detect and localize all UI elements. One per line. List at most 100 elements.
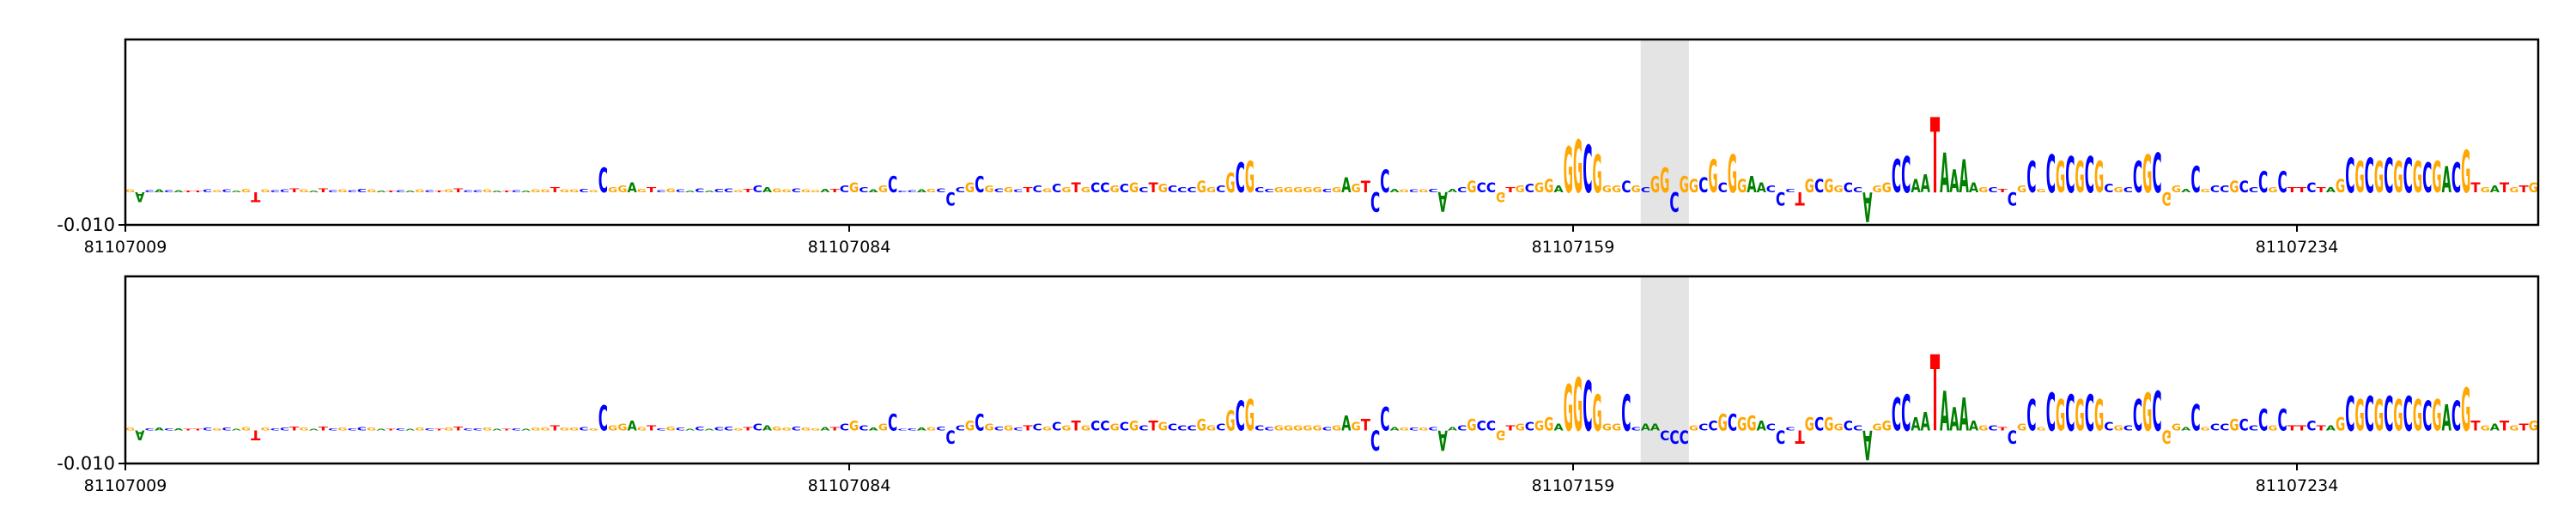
logo-letter: C bbox=[1255, 424, 1264, 432]
logo-letter: T bbox=[550, 425, 560, 433]
logo-letter: T bbox=[453, 187, 464, 194]
logo-letter: C bbox=[1708, 418, 1717, 433]
logo-letter: C bbox=[2258, 403, 2268, 438]
logo-letter: A bbox=[1921, 409, 1930, 437]
logo-letter: C bbox=[1728, 410, 1737, 437]
logo-letter: G bbox=[1534, 419, 1544, 434]
logo-letter: A bbox=[917, 189, 927, 193]
logo-letter: A bbox=[820, 427, 830, 432]
logo-letter: G bbox=[1496, 189, 1505, 204]
logo-letter: T bbox=[2470, 179, 2480, 196]
logo-letter: C bbox=[1477, 418, 1486, 433]
logo-letter: G bbox=[1882, 419, 1892, 434]
logo-letter: C bbox=[1892, 390, 1901, 442]
logo-letter: A bbox=[1641, 421, 1650, 432]
x-tick-label: 81107159 bbox=[1532, 238, 1615, 257]
logo-letter: G bbox=[2094, 152, 2104, 203]
logo-letter: G bbox=[444, 189, 453, 193]
logo-letter: G bbox=[1061, 424, 1071, 432]
logo-letter: A bbox=[232, 428, 243, 431]
logo-letter: G bbox=[2529, 180, 2538, 196]
logo-letter: G bbox=[2354, 391, 2364, 441]
logo-letter: A bbox=[521, 191, 532, 193]
logo-letter: C bbox=[579, 426, 588, 431]
logo-letter: G bbox=[1728, 145, 1737, 205]
logo-letter: C bbox=[975, 173, 984, 199]
logo-letter: G bbox=[1805, 177, 1814, 197]
logo-letter: G bbox=[1061, 186, 1071, 194]
logo-letter: G bbox=[1872, 184, 1881, 194]
logo-letter: A bbox=[2442, 398, 2451, 439]
logo-letter: G bbox=[2413, 152, 2422, 203]
logo-letter: C bbox=[1814, 415, 1824, 435]
logo-letter: C bbox=[1901, 146, 1911, 203]
logo-letter: G bbox=[2268, 424, 2277, 432]
logo-letter: A bbox=[1650, 421, 1660, 432]
logo-letter: C bbox=[1766, 185, 1776, 195]
logo-letter: C bbox=[714, 188, 724, 193]
logo-letter: T bbox=[1023, 186, 1032, 194]
logo-letter: T bbox=[183, 190, 192, 192]
logo-letter: G bbox=[1274, 186, 1284, 194]
logo-letter: A bbox=[1554, 184, 1564, 194]
logo-letter: A bbox=[405, 191, 416, 193]
logo-letter: G bbox=[1496, 427, 1505, 442]
logo-letter: C bbox=[2384, 148, 2393, 203]
logo-letter: C bbox=[280, 427, 289, 432]
logo-letter: G bbox=[733, 190, 743, 192]
logo-letter: A bbox=[1448, 427, 1458, 432]
logo-letter: G bbox=[1303, 424, 1312, 432]
logo-letter: C bbox=[1844, 418, 1853, 433]
logo-letter: A bbox=[135, 427, 144, 443]
logo-letter: T bbox=[2470, 418, 2480, 434]
logo-letter: G bbox=[965, 419, 975, 434]
logo-letter: A bbox=[685, 428, 696, 431]
logo-letter: C bbox=[424, 190, 434, 193]
logo-letter: C bbox=[1380, 401, 1389, 438]
logo-letter: A bbox=[868, 427, 878, 431]
logo-letter: T bbox=[1148, 179, 1157, 196]
logo-letter: A bbox=[2181, 427, 2191, 432]
logo-letter: C bbox=[2451, 155, 2461, 203]
logo-letter: C bbox=[1322, 188, 1332, 193]
logo-letter: G bbox=[1516, 422, 1525, 433]
logo-letter: G bbox=[1978, 186, 1988, 194]
logo-letter: C bbox=[1409, 189, 1419, 193]
logo-letter: G bbox=[1824, 414, 1833, 435]
logo-letter: A bbox=[2326, 185, 2336, 193]
logo-letter: G bbox=[1419, 427, 1428, 432]
logo-letter: T bbox=[1072, 418, 1081, 434]
logo-letter: G bbox=[1197, 415, 1206, 434]
logo-letter: G bbox=[2075, 152, 2084, 203]
logo-letter: C bbox=[840, 185, 849, 195]
logo-letter: C bbox=[2422, 155, 2432, 203]
logo-letter: C bbox=[945, 187, 955, 208]
logo-letter: G bbox=[1467, 415, 1476, 434]
logo-letter: G bbox=[2172, 422, 2181, 433]
logo-letter: G bbox=[2268, 186, 2277, 194]
logo-letter: G bbox=[1824, 177, 1833, 197]
logo-letter: T bbox=[1930, 97, 1940, 217]
logo-letter: C bbox=[222, 189, 231, 193]
logo-letter: C bbox=[2152, 379, 2161, 443]
logo-letter: G bbox=[1631, 184, 1640, 194]
logo-letter: C bbox=[348, 190, 357, 193]
logo-letter: C bbox=[859, 186, 868, 194]
logo-letter: T bbox=[193, 190, 203, 192]
logo-letter: G bbox=[1564, 135, 1573, 208]
logo-letter: G bbox=[1602, 184, 1612, 194]
logo-letter: C bbox=[1641, 186, 1650, 194]
logo-letter: G bbox=[1718, 409, 1728, 435]
logo-letter: C bbox=[1814, 177, 1824, 197]
logo-letter: C bbox=[1698, 173, 1708, 197]
logo-letter: G bbox=[617, 422, 627, 433]
logo-letter: G bbox=[2075, 391, 2084, 441]
logo-letter: G bbox=[1747, 411, 1756, 435]
logo-letter: A bbox=[1949, 163, 1959, 200]
logo-letter: C bbox=[1168, 423, 1177, 433]
logo-letter: T bbox=[2297, 425, 2306, 433]
logo-letter: C bbox=[2278, 167, 2287, 200]
logo-letter: G bbox=[772, 187, 781, 194]
logo-letter: G bbox=[1206, 424, 1216, 432]
logo-letter: G bbox=[2354, 152, 2364, 203]
